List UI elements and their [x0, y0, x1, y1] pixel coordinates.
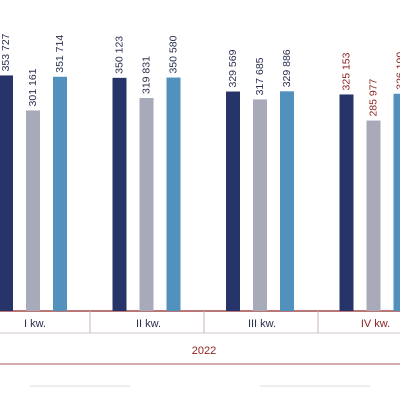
value-label: 353 727: [0, 33, 12, 71]
bar: [253, 99, 267, 311]
x-tick-label: I kw.: [24, 318, 46, 330]
bar: [53, 76, 67, 311]
bar: [0, 75, 13, 311]
bar: [393, 93, 400, 311]
bar: [280, 91, 294, 311]
bar: [112, 77, 127, 311]
value-label: 350 580: [167, 35, 179, 73]
value-label: 319 831: [140, 56, 152, 94]
bar: [166, 77, 181, 311]
bar: [26, 110, 40, 311]
value-label: 326 190: [394, 52, 400, 90]
value-label: 285 977: [367, 78, 379, 116]
bar: [366, 120, 381, 311]
value-label: 325 153: [340, 52, 352, 90]
value-label: 301 161: [27, 68, 39, 106]
x-tick-label: III kw.: [248, 318, 276, 330]
bar: [139, 98, 154, 311]
value-label: 329 569: [227, 49, 239, 87]
value-label: 350 123: [113, 36, 125, 74]
value-label: 317 685: [254, 57, 266, 95]
bar: [226, 91, 240, 311]
bar: [339, 94, 354, 312]
value-label: 351 714: [54, 35, 66, 73]
value-label: 329 886: [281, 49, 293, 87]
x-tick-label: IV kw.: [361, 318, 390, 330]
year-label: 2022: [192, 345, 216, 357]
x-tick-label: II kw.: [136, 318, 161, 330]
